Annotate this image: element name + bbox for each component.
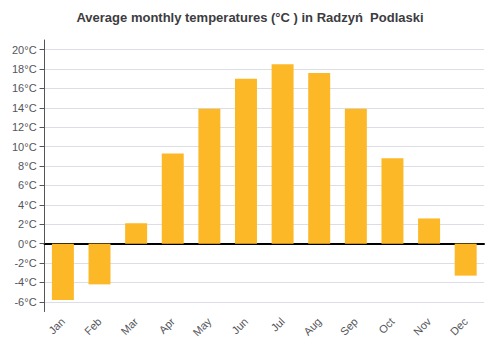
svg-text:Nov: Nov: [411, 315, 434, 338]
svg-text:20°C: 20°C: [12, 44, 37, 56]
svg-text:Jun: Jun: [229, 315, 250, 336]
svg-text:10°C: 10°C: [12, 141, 37, 153]
svg-text:Mar: Mar: [119, 315, 141, 337]
svg-text:Jul: Jul: [268, 315, 286, 333]
svg-text:May: May: [190, 315, 214, 339]
svg-text:18°C: 18°C: [12, 63, 37, 75]
svg-text:-6°C: -6°C: [14, 296, 36, 308]
svg-text:Feb: Feb: [82, 315, 104, 337]
svg-text:Oct: Oct: [376, 315, 397, 336]
svg-text:8°C: 8°C: [18, 160, 37, 172]
svg-text:Apr: Apr: [156, 315, 177, 336]
svg-text:Sep: Sep: [338, 315, 360, 337]
svg-text:12°C: 12°C: [12, 121, 37, 133]
svg-text:4°C: 4°C: [18, 199, 37, 211]
svg-text:6°C: 6°C: [18, 179, 37, 191]
svg-text:Dec: Dec: [448, 315, 471, 338]
svg-text:0°C: 0°C: [18, 238, 37, 250]
svg-text:16°C: 16°C: [12, 82, 37, 94]
svg-text:-2°C: -2°C: [14, 257, 36, 269]
svg-text:-4°C: -4°C: [14, 276, 36, 288]
svg-text:14°C: 14°C: [12, 102, 37, 114]
svg-text:Jan: Jan: [46, 315, 67, 336]
svg-text:2°C: 2°C: [18, 218, 37, 230]
svg-text:Average monthly temperatures (: Average monthly temperatures (°C ) in Ra…: [76, 10, 423, 25]
svg-text:Aug: Aug: [301, 315, 323, 337]
